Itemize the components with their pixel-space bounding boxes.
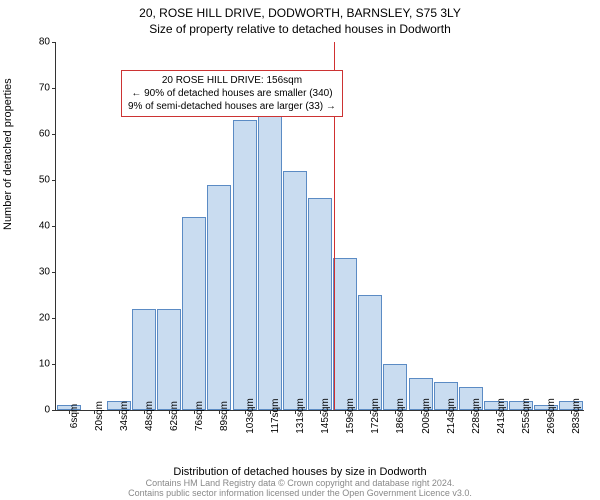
x-tick-label: 172sqm	[370, 398, 381, 434]
x-tick-label: 283sqm	[571, 398, 582, 434]
x-tick-label: 103sqm	[245, 398, 256, 434]
x-tick-label: 269sqm	[546, 398, 557, 434]
x-tick-label: 117sqm	[270, 399, 281, 434]
y-tick-mark	[52, 410, 56, 411]
y-tick-mark	[52, 134, 56, 135]
x-tick-label: 34sqm	[119, 401, 130, 431]
chart-container: 20, ROSE HILL DRIVE, DODWORTH, BARNSLEY,…	[0, 0, 600, 500]
x-tick-label: 228sqm	[471, 398, 482, 434]
y-tick-label: 30	[20, 267, 56, 278]
y-tick-mark	[52, 42, 56, 43]
y-tick-label: 10	[20, 359, 56, 370]
y-tick-mark	[52, 272, 56, 273]
annotation-line2: ← 90% of detached houses are smaller (34…	[131, 88, 332, 99]
y-tick-label: 40	[20, 221, 56, 232]
x-tick-label: 145sqm	[320, 398, 331, 434]
histogram-bar	[132, 309, 156, 410]
x-tick-label: 76sqm	[194, 401, 205, 431]
x-tick-label: 159sqm	[345, 398, 356, 434]
y-tick-label: 70	[20, 83, 56, 94]
y-axis-label: Number of detached properties	[2, 78, 14, 230]
histogram-bar	[182, 217, 206, 410]
histogram-bar	[258, 102, 282, 410]
plot-area: 010203040506070806sqm20sqm34sqm48sqm62sq…	[55, 42, 584, 411]
y-tick-label: 50	[20, 175, 56, 186]
y-tick-mark	[52, 364, 56, 365]
y-tick-mark	[52, 318, 56, 319]
x-tick-label: 62sqm	[169, 401, 180, 431]
x-tick-label: 131sqm	[295, 398, 306, 434]
y-tick-label: 0	[20, 405, 56, 416]
y-tick-mark	[52, 88, 56, 89]
chart-title-main: 20, ROSE HILL DRIVE, DODWORTH, BARNSLEY,…	[0, 6, 600, 20]
attribution-text: Contains HM Land Registry data © Crown c…	[0, 478, 600, 498]
x-tick-label: 48sqm	[144, 401, 155, 431]
x-tick-label: 241sqm	[496, 398, 507, 434]
x-axis-label: Distribution of detached houses by size …	[0, 466, 600, 478]
annotation-line1: 20 ROSE HILL DRIVE: 156sqm	[162, 75, 302, 86]
histogram-bar	[233, 120, 257, 410]
chart-title-sub: Size of property relative to detached ho…	[0, 22, 600, 36]
x-tick-label: 20sqm	[94, 401, 105, 431]
histogram-bar	[157, 309, 181, 410]
y-tick-label: 80	[20, 37, 56, 48]
x-tick-label: 89sqm	[219, 401, 230, 431]
histogram-bar	[358, 295, 382, 410]
x-tick-label: 200sqm	[421, 398, 432, 434]
y-tick-mark	[52, 180, 56, 181]
annotation-line3: 9% of semi-detached houses are larger (3…	[128, 101, 336, 112]
histogram-bar	[207, 185, 231, 410]
y-tick-label: 20	[20, 313, 56, 324]
histogram-bar	[283, 171, 307, 410]
x-tick-label: 214sqm	[446, 398, 457, 434]
histogram-bar	[333, 258, 357, 410]
y-tick-label: 60	[20, 129, 56, 140]
annotation-box: 20 ROSE HILL DRIVE: 156sqm ← 90% of detac…	[121, 70, 343, 117]
y-tick-mark	[52, 226, 56, 227]
x-tick-label: 186sqm	[395, 398, 406, 434]
histogram-bar	[308, 198, 332, 410]
x-tick-label: 6sqm	[69, 404, 80, 428]
x-tick-label: 255sqm	[521, 398, 532, 434]
